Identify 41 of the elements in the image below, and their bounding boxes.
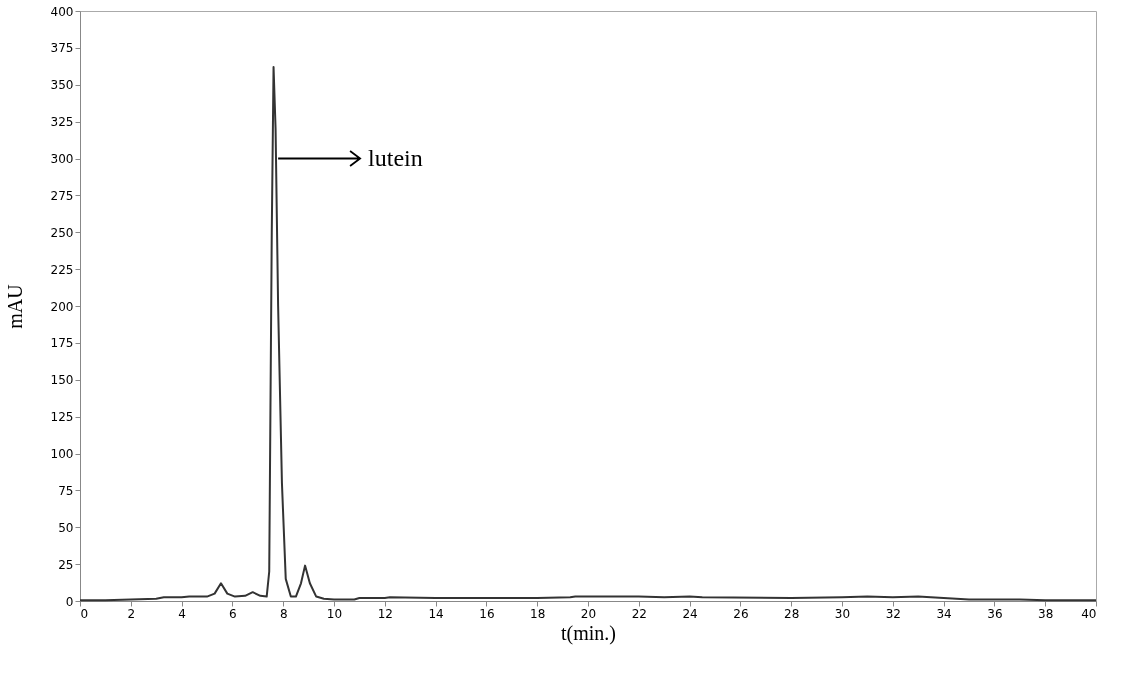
x-tick-label: 28 [784, 606, 800, 621]
x-tick-label: 24 [682, 606, 698, 621]
y-tick-label: 100 [50, 447, 74, 461]
y-tick-label: 350 [50, 78, 74, 93]
x-tick-label: 22 [631, 606, 647, 621]
y-tick-label: 400 [50, 4, 74, 19]
y-tick-label: 175 [50, 336, 74, 351]
x-tick-label: 16 [479, 606, 495, 621]
x-tick-label: 34 [936, 606, 952, 621]
x-tick-label: 36 [987, 606, 1003, 621]
y-tick-label: 75 [58, 483, 74, 498]
x-tick-label: 30 [834, 606, 851, 621]
x-tick-label: 14 [428, 606, 444, 621]
x-tick-label: 40 [1081, 606, 1097, 621]
y-tick-label: 375 [50, 41, 74, 56]
x-axis-title: t(min.) [561, 621, 616, 645]
x-tick-label: 0 [80, 606, 89, 621]
y-tick-label: 300 [50, 152, 74, 166]
y-tick-label: 250 [50, 225, 74, 240]
x-tick-label: 26 [733, 606, 749, 621]
x-tick-label: 2 [127, 606, 136, 621]
y-tick-label: 150 [50, 373, 74, 388]
y-tick-label: 25 [58, 557, 74, 572]
y-tick-label: 50 [58, 520, 74, 535]
x-tick-label: 6 [229, 606, 237, 621]
y-tick-label: 200 [50, 299, 74, 314]
x-tick-label: 10 [326, 606, 343, 621]
x-tick-label: 18 [530, 606, 546, 621]
x-tick-label: 32 [885, 606, 901, 621]
x-tick-label: 12 [377, 606, 393, 621]
y-tick-label: 275 [50, 188, 74, 203]
y-tick-label: 225 [50, 262, 74, 277]
x-tick-label: 38 [1038, 606, 1054, 621]
y-tick-label: 325 [50, 115, 74, 130]
x-tick-label: 20 [580, 606, 597, 621]
y-tick-label: 125 [50, 410, 74, 425]
annotation: lutein [368, 144, 423, 171]
y-axis-title: mAU [3, 283, 26, 329]
y-tick-label: 0 [65, 594, 74, 609]
x-tick-label: 4 [178, 606, 186, 621]
x-tick-label: 8 [279, 606, 288, 621]
